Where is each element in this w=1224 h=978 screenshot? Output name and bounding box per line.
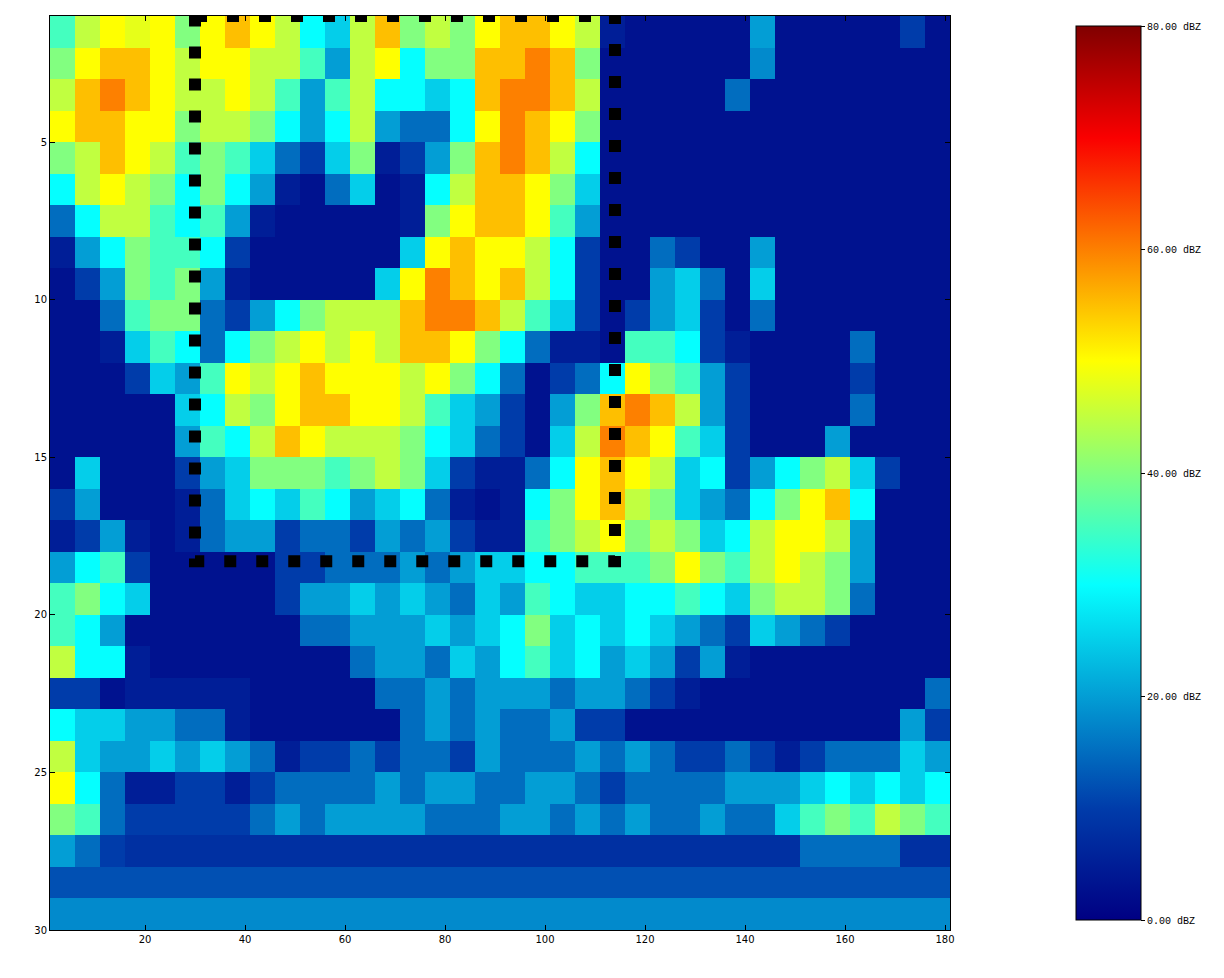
- svg-text:5: 5: [41, 137, 47, 148]
- svg-text:20: 20: [139, 934, 152, 945]
- svg-text:80.00 dBZ: 80.00 dBZ: [1147, 22, 1201, 33]
- svg-text:120: 120: [635, 934, 654, 945]
- svg-text:15: 15: [34, 452, 47, 463]
- svg-text:140: 140: [735, 934, 754, 945]
- svg-text:160: 160: [835, 934, 854, 945]
- svg-text:20.00 dBZ: 20.00 dBZ: [1147, 692, 1201, 703]
- svg-text:0.00 dBZ: 0.00 dBZ: [1147, 916, 1195, 927]
- svg-text:20: 20: [34, 609, 47, 620]
- svg-text:40: 40: [239, 934, 252, 945]
- svg-text:80: 80: [439, 934, 452, 945]
- svg-text:180: 180: [935, 934, 954, 945]
- svg-text:30: 30: [34, 925, 47, 936]
- svg-text:100: 100: [535, 934, 554, 945]
- svg-text:60: 60: [339, 934, 352, 945]
- svg-text:25: 25: [34, 767, 47, 778]
- svg-text:40.00 dBZ: 40.00 dBZ: [1147, 469, 1201, 480]
- svg-text:60.00 dBZ: 60.00 dBZ: [1147, 245, 1201, 256]
- svg-text:10: 10: [34, 294, 47, 305]
